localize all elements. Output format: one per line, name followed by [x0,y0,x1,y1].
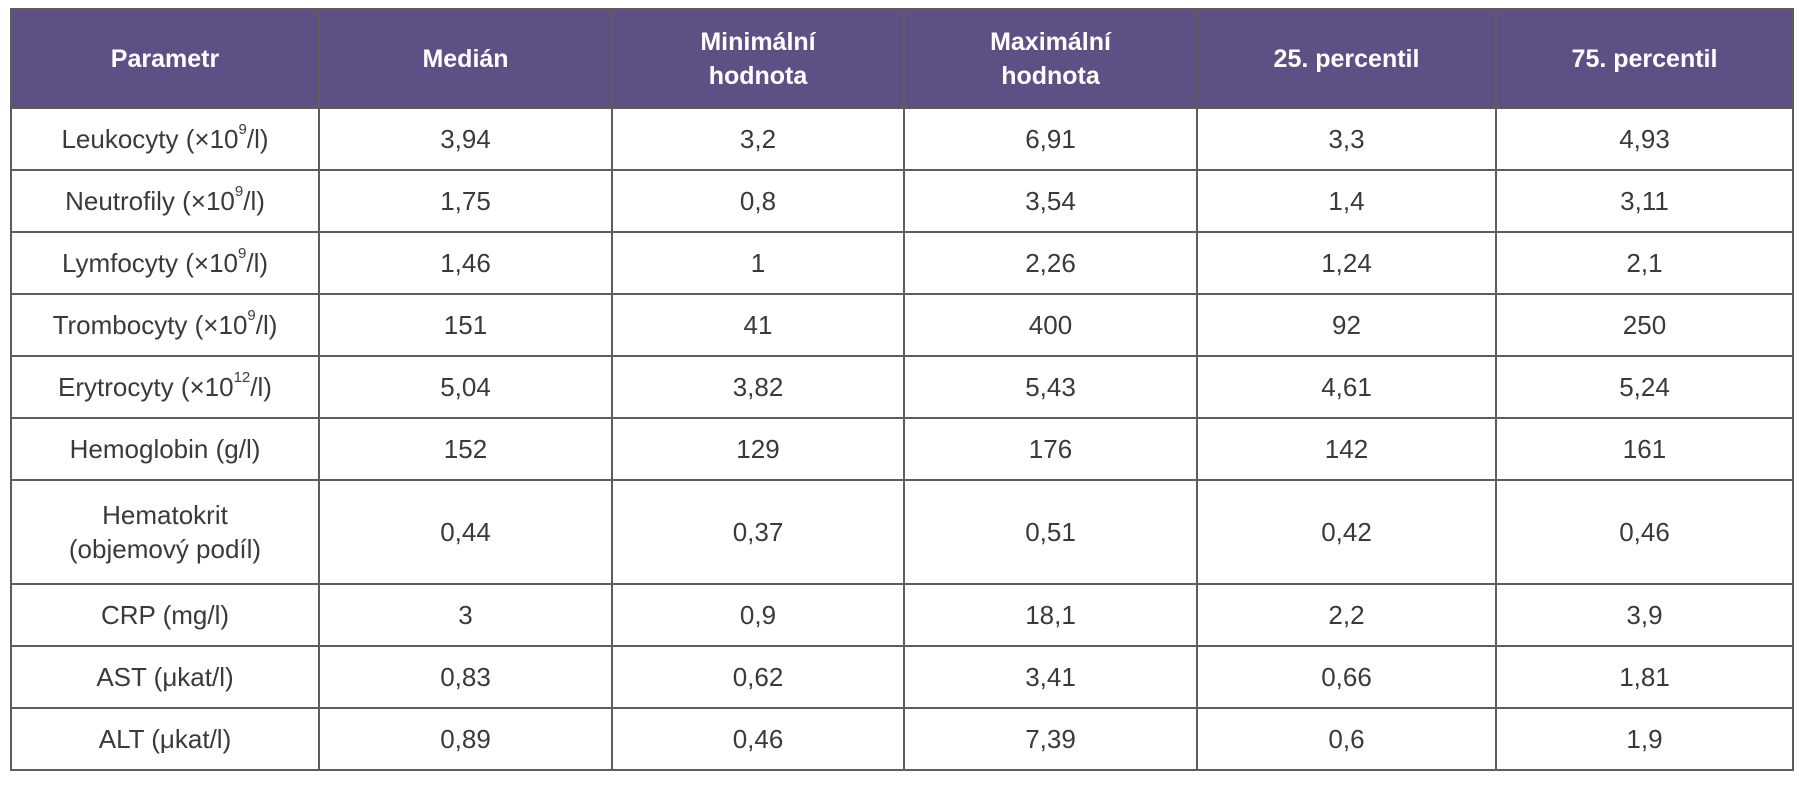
table-header: Parametr Medián Minimální hodnota Maximá… [10,8,1794,109]
parameter-cell: Lymfocyty (×109/l) [10,231,320,295]
min-cell: 0,9 [611,583,905,647]
p25-cell: 2,2 [1196,583,1497,647]
unit-exponent: 9 [234,183,244,201]
median-cell: 152 [318,417,613,481]
max-cell: 400 [903,293,1198,357]
unit-exponent: 9 [238,121,247,139]
max-cell: 18,1 [903,583,1198,647]
p25-cell: 0,6 [1196,707,1497,771]
parameter-cell: Leukocyty (×109/l) [10,107,320,171]
p25-cell: 0,66 [1196,645,1497,709]
unit-exponent: 9 [238,245,247,263]
unit-exponent: 9 [247,307,256,325]
table-row: ALT (μkat/l) 0,89 0,46 7,39 0,6 1,9 [10,707,1794,771]
max-cell: 3,54 [903,169,1198,233]
max-cell: 5,43 [903,355,1198,419]
parameter-cell: Trombocyty (×109/l) [10,293,320,357]
parameter-cell: Erytrocyty (×1012/l) [10,355,320,419]
p75-cell: 4,93 [1495,107,1794,171]
unit-exponent: 12 [233,369,251,387]
parameter-cell: ALT (μkat/l) [10,707,320,771]
parameter-cell: CRP (mg/l) [10,583,320,647]
header-max-value: Maximální hodnota [903,8,1198,109]
table-row: Leukocyty (×109/l) 3,94 3,2 6,91 3,3 4,9… [10,107,1794,171]
p75-cell: 1,9 [1495,707,1794,771]
median-cell: 5,04 [318,355,613,419]
parameter-cell: Hematokrit (objemový podíl) [10,479,320,585]
median-cell: 0,83 [318,645,613,709]
parameter-unit: /l) [250,372,272,402]
median-cell: 1,75 [318,169,613,233]
header-median: Medián [318,8,613,109]
parameter-cell: Hemoglobin (g/l) [10,417,320,481]
parameter-name: Trombocyty (×10 [52,310,248,340]
parameter-name: Lymfocyty (×10 [61,248,239,278]
min-cell: 0,8 [611,169,905,233]
table-row: CRP (mg/l) 3 0,9 18,1 2,2 3,9 [10,583,1794,647]
median-cell: 151 [318,293,613,357]
table-body: Leukocyty (×109/l) 3,94 3,2 6,91 3,3 4,9… [10,107,1794,771]
max-cell: 6,91 [903,107,1198,171]
p75-cell: 3,11 [1495,169,1794,233]
header-min-value: Minimální hodnota [611,8,905,109]
p75-cell: 161 [1495,417,1794,481]
min-cell: 1 [611,231,905,295]
p25-cell: 3,3 [1196,107,1497,171]
min-cell: 3,82 [611,355,905,419]
max-cell: 0,51 [903,479,1198,585]
max-cell: 2,26 [903,231,1198,295]
header-75th-percentile: 75. percentil [1495,8,1794,109]
median-cell: 3,94 [318,107,613,171]
table-row: Erytrocyty (×1012/l) 5,04 3,82 5,43 4,61… [10,355,1794,419]
table-row: Hemoglobin (g/l) 152 129 176 142 161 [10,417,1794,481]
p25-cell: 1,4 [1196,169,1497,233]
p75-cell: 250 [1495,293,1794,357]
p75-cell: 0,46 [1495,479,1794,585]
header-row: Parametr Medián Minimální hodnota Maximá… [10,8,1794,109]
lab-parameters-table-container: Parametr Medián Minimální hodnota Maximá… [10,8,1794,771]
min-cell: 41 [611,293,905,357]
p75-cell: 1,81 [1495,645,1794,709]
p25-cell: 92 [1196,293,1497,357]
parameter-cell: Neutrofily (×109/l) [10,169,320,233]
min-cell: 0,62 [611,645,905,709]
min-cell: 0,46 [611,707,905,771]
p25-cell: 0,42 [1196,479,1497,585]
p25-cell: 4,61 [1196,355,1497,419]
table-row: Lymfocyty (×109/l) 1,46 1 2,26 1,24 2,1 [10,231,1794,295]
parameter-unit: /l) [243,186,265,216]
p25-cell: 142 [1196,417,1497,481]
p75-cell: 2,1 [1495,231,1794,295]
parameter-name: Leukocyty (×10 [61,124,239,154]
parameter-name: Neutrofily (×10 [65,186,235,216]
header-parameter: Parametr [10,8,320,109]
parameter-unit: /l) [246,248,269,278]
lab-parameters-table: Parametr Medián Minimální hodnota Maximá… [10,8,1794,771]
max-cell: 176 [903,417,1198,481]
min-cell: 3,2 [611,107,905,171]
p75-cell: 3,9 [1495,583,1794,647]
parameter-unit: /l) [246,124,269,154]
table-row: Hematokrit (objemový podíl) 0,44 0,37 0,… [10,479,1794,585]
parameter-cell: AST (μkat/l) [10,645,320,709]
header-25th-percentile: 25. percentil [1196,8,1497,109]
min-cell: 129 [611,417,905,481]
median-cell: 0,89 [318,707,613,771]
median-cell: 3 [318,583,613,647]
table-row: AST (μkat/l) 0,83 0,62 3,41 0,66 1,81 [10,645,1794,709]
parameter-unit: /l) [255,310,278,340]
table-row: Neutrofily (×109/l) 1,75 0,8 3,54 1,4 3,… [10,169,1794,233]
median-cell: 1,46 [318,231,613,295]
min-cell: 0,37 [611,479,905,585]
max-cell: 3,41 [903,645,1198,709]
table-row: Trombocyty (×109/l) 151 41 400 92 250 [10,293,1794,357]
p75-cell: 5,24 [1495,355,1794,419]
max-cell: 7,39 [903,707,1198,771]
p25-cell: 1,24 [1196,231,1497,295]
parameter-name: Erytrocyty (×10 [58,372,234,402]
median-cell: 0,44 [318,479,613,585]
